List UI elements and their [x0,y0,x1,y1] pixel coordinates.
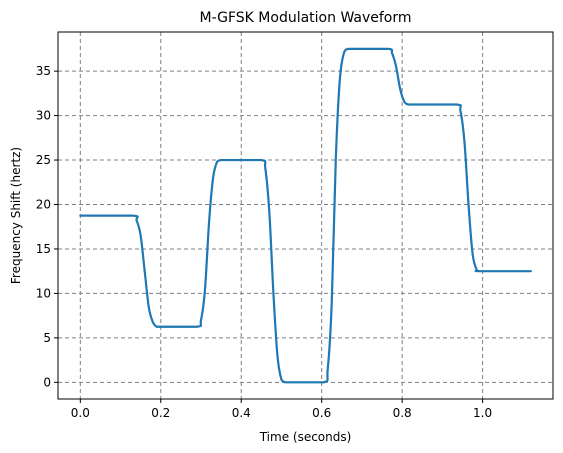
x-tick-label: 0.8 [393,406,412,420]
x-axis-label: Time (seconds) [259,430,352,444]
series-line [79,47,532,384]
series-layer [79,47,532,384]
y-tick-label: 10 [36,286,51,300]
chart-title: M-GFSK Modulation Waveform [199,10,411,26]
y-tick-label: 30 [36,109,51,123]
x-tick-label: 0.4 [232,406,251,420]
x-axis: 0.0 0.2 0.4 0.6 0.8 1.0 [71,399,492,420]
y-tick-label: 5 [43,331,51,345]
plot-frame [57,31,554,400]
x-tick-label: 1.0 [473,406,492,420]
y-axis-label: Frequency Shift (hertz) [9,147,23,284]
y-tick-label: 15 [36,242,51,256]
y-tick-label: 20 [36,197,51,211]
y-tick-label: 25 [36,153,51,167]
y-tick-label: 35 [36,64,51,78]
y-axis: 0 5 10 15 20 25 30 35 [36,64,58,389]
x-tick-label: 0.6 [312,406,331,420]
x-tick-label: 0.0 [71,406,90,420]
x-tick-label: 0.2 [151,406,170,420]
y-tick-label: 0 [43,375,51,389]
